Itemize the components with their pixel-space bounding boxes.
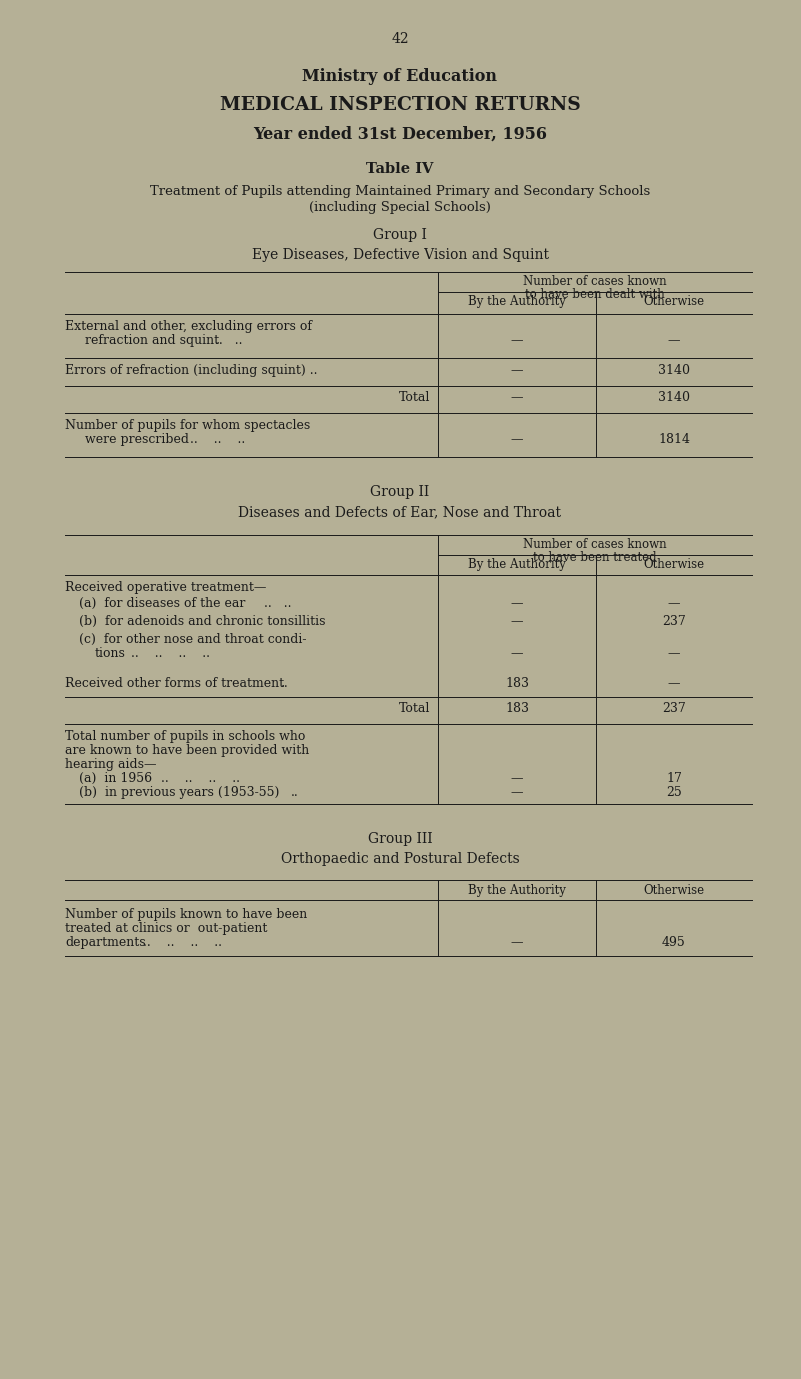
Text: hearing aids—: hearing aids— — [65, 758, 156, 771]
Text: Errors of refraction (including squint) ..: Errors of refraction (including squint) … — [65, 364, 317, 376]
Text: —: — — [668, 334, 680, 348]
Text: By the Authority: By the Authority — [468, 558, 566, 571]
Text: to have been treated: to have been treated — [533, 552, 657, 564]
Text: Treatment of Pupils attending Maintained Primary and Secondary Schools: Treatment of Pupils attending Maintained… — [150, 185, 650, 199]
Text: are known to have been provided with: are known to have been provided with — [65, 745, 309, 757]
Text: ..    ..    ..: .. .. .. — [190, 433, 245, 445]
Text: 237: 237 — [662, 702, 686, 714]
Text: ..: .. — [291, 786, 299, 798]
Text: to have been dealt with: to have been dealt with — [525, 288, 665, 301]
Text: 183: 183 — [505, 677, 529, 690]
Text: —: — — [511, 334, 523, 348]
Text: Number of pupils known to have been: Number of pupils known to have been — [65, 907, 308, 921]
Text: —: — — [668, 597, 680, 610]
Text: ..   ..: .. .. — [264, 597, 292, 610]
Text: (b)  for adenoids and chronic tonsillitis: (b) for adenoids and chronic tonsillitis — [79, 615, 325, 627]
Text: ..    ..    ..    ..: .. .. .. .. — [161, 772, 240, 785]
Text: Year ended 31st December, 1956: Year ended 31st December, 1956 — [253, 125, 547, 143]
Text: Total number of pupils in schools who: Total number of pupils in schools who — [65, 729, 305, 743]
Text: were prescribed: were prescribed — [85, 433, 189, 445]
Text: Total: Total — [399, 392, 430, 404]
Text: Group I: Group I — [373, 228, 427, 241]
Text: (including Special Schools): (including Special Schools) — [309, 201, 491, 214]
Text: Number of cases known: Number of cases known — [523, 538, 666, 552]
Text: —: — — [511, 392, 523, 404]
Text: (a)  in 1956: (a) in 1956 — [79, 772, 152, 785]
Text: —: — — [511, 936, 523, 949]
Text: (b)  in previous years (1953-55): (b) in previous years (1953-55) — [79, 786, 280, 798]
Text: —: — — [511, 647, 523, 661]
Text: 183: 183 — [505, 702, 529, 714]
Text: ..    ..    ..    ..: .. .. .. .. — [131, 647, 210, 661]
Text: —: — — [511, 433, 523, 445]
Text: MEDICAL INSPECTION RETURNS: MEDICAL INSPECTION RETURNS — [219, 97, 581, 114]
Text: Ministry of Education: Ministry of Education — [303, 68, 497, 85]
Text: 3140: 3140 — [658, 392, 690, 404]
Text: ..    ..    ..    ..: .. .. .. .. — [143, 936, 222, 949]
Text: refraction and squint: refraction and squint — [85, 334, 219, 348]
Text: ..   ..: .. .. — [215, 334, 243, 348]
Text: External and other, excluding errors of: External and other, excluding errors of — [65, 320, 312, 332]
Text: 42: 42 — [391, 32, 409, 46]
Text: Received operative treatment—: Received operative treatment— — [65, 581, 267, 594]
Text: 1814: 1814 — [658, 433, 690, 445]
Text: Number of cases known: Number of cases known — [523, 274, 666, 288]
Text: 17: 17 — [666, 772, 682, 785]
Text: Diseases and Defects of Ear, Nose and Throat: Diseases and Defects of Ear, Nose and Th… — [239, 505, 562, 519]
Text: ..: .. — [281, 677, 288, 690]
Text: 25: 25 — [666, 786, 682, 798]
Text: —: — — [668, 677, 680, 690]
Text: Total: Total — [399, 702, 430, 714]
Text: Otherwise: Otherwise — [643, 295, 705, 308]
Text: By the Authority: By the Authority — [468, 295, 566, 308]
Text: —: — — [511, 597, 523, 610]
Text: Otherwise: Otherwise — [643, 884, 705, 896]
Text: —: — — [511, 786, 523, 798]
Text: 3140: 3140 — [658, 364, 690, 376]
Text: (a)  for diseases of the ear: (a) for diseases of the ear — [79, 597, 245, 610]
Text: Received other forms of treatment: Received other forms of treatment — [65, 677, 284, 690]
Text: Orthopaedic and Postural Defects: Orthopaedic and Postural Defects — [280, 852, 519, 866]
Text: tions: tions — [95, 647, 126, 661]
Text: By the Authority: By the Authority — [468, 884, 566, 896]
Text: —: — — [668, 647, 680, 661]
Text: Group III: Group III — [368, 832, 433, 845]
Text: 237: 237 — [662, 615, 686, 627]
Text: Eye Diseases, Defective Vision and Squint: Eye Diseases, Defective Vision and Squin… — [252, 248, 549, 262]
Text: departments: departments — [65, 936, 146, 949]
Text: treated at clinics or  out-patient: treated at clinics or out-patient — [65, 923, 268, 935]
Text: Otherwise: Otherwise — [643, 558, 705, 571]
Text: Number of pupils for whom spectacles: Number of pupils for whom spectacles — [65, 419, 310, 432]
Text: —: — — [511, 772, 523, 785]
Text: —: — — [511, 364, 523, 376]
Text: —: — — [511, 615, 523, 627]
Text: Group II: Group II — [370, 485, 429, 499]
Text: 495: 495 — [662, 936, 686, 949]
Text: Table IV: Table IV — [366, 161, 433, 177]
Text: (c)  for other nose and throat condi-: (c) for other nose and throat condi- — [79, 633, 307, 645]
